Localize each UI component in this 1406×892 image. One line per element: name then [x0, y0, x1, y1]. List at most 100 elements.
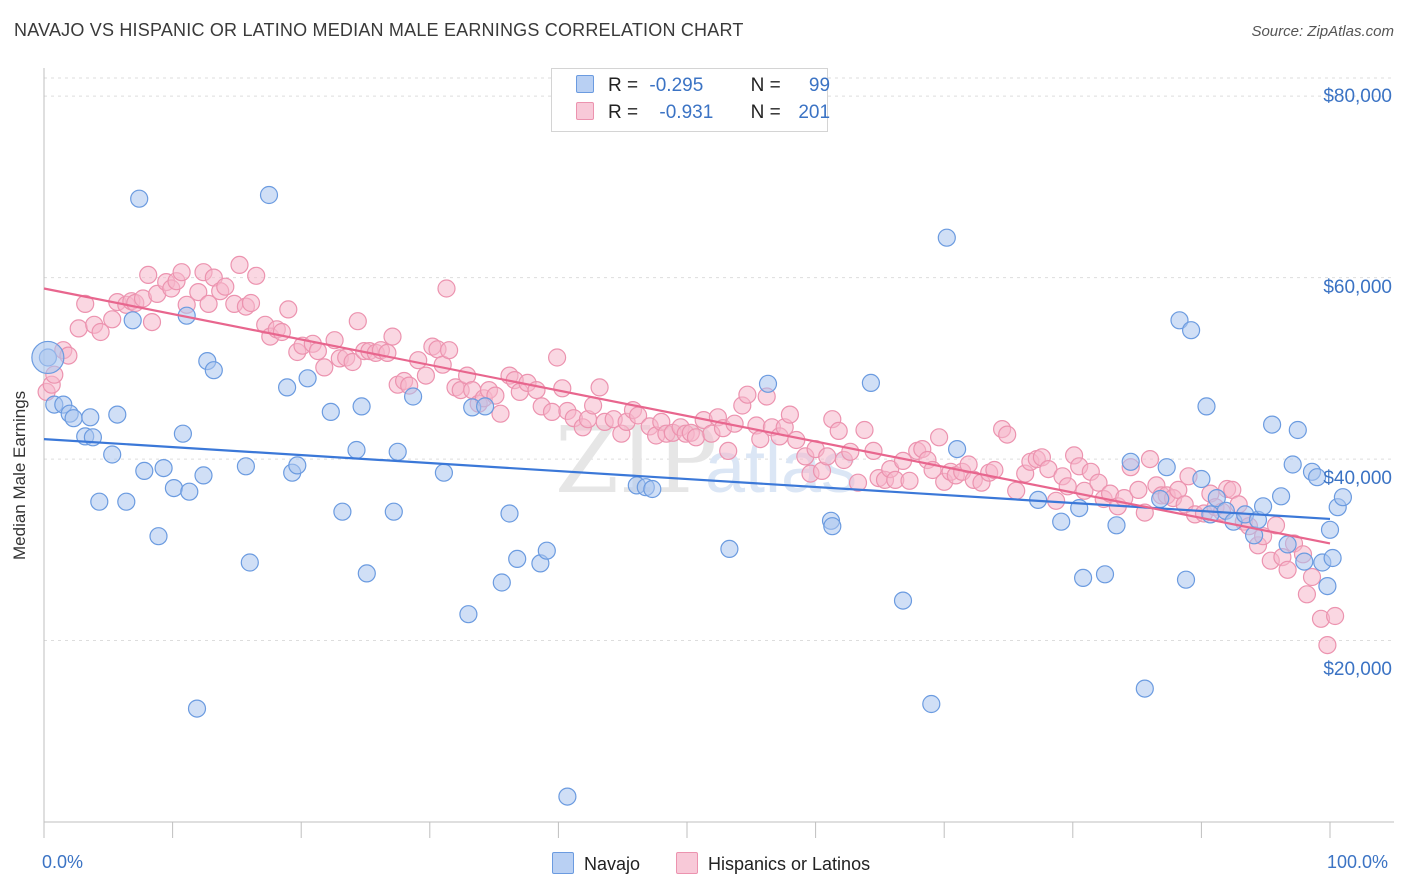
hispanic-point	[440, 341, 459, 360]
legend-item-hispanic: Hispanics or Latinos	[676, 852, 870, 875]
hispanic-point	[247, 266, 266, 285]
hispanic-point	[1318, 635, 1337, 655]
navajo-point	[240, 553, 259, 572]
legend-row-hispanic: R = -0.931 N = 201	[576, 102, 830, 128]
navajo-point	[149, 527, 168, 546]
navajo-point	[1135, 679, 1154, 698]
navajo-point	[1073, 568, 1093, 588]
navajo-point	[194, 466, 213, 485]
navajo-point	[758, 374, 778, 393]
navajo-point	[476, 397, 495, 416]
source-credit: Source: ZipAtlas.com	[1251, 23, 1394, 40]
x-tick-label: 100.0%	[1327, 852, 1389, 872]
hispanic-point	[1325, 606, 1345, 626]
hispanic-point	[142, 313, 162, 332]
navajo-point	[1181, 321, 1201, 340]
navajo-point	[459, 605, 478, 624]
navajo-point	[204, 361, 223, 380]
navajo-point	[103, 445, 122, 464]
navajo-point	[937, 228, 956, 247]
navajo-point	[180, 482, 199, 501]
hispanic-point	[91, 322, 110, 342]
navajo-point	[404, 387, 423, 406]
navajo-point	[861, 373, 881, 392]
navajo-point	[388, 442, 407, 461]
navajo-point	[117, 492, 136, 511]
hispanic-point	[230, 255, 249, 274]
chart-title: NAVAJO VS HISPANIC OR LATINO MEDIAN MALE…	[14, 20, 744, 40]
navajo-point	[1278, 535, 1297, 554]
hispanic-point	[1302, 567, 1322, 587]
r-value: -0.295	[649, 75, 704, 96]
navajo-point	[1176, 570, 1196, 589]
hispanic-swatch	[576, 102, 594, 120]
n-label: N =	[750, 75, 781, 96]
navajo-point	[1253, 497, 1273, 516]
trend-lines	[43, 287, 1331, 545]
hispanic-point	[780, 405, 800, 424]
hispanic-point	[1129, 480, 1148, 499]
hispanic-point	[348, 312, 367, 331]
navajo-point	[1320, 520, 1340, 539]
hispanic-point	[1039, 460, 1058, 479]
n-label: N =	[750, 102, 781, 123]
navajo-point	[508, 549, 527, 569]
hispanic-points	[37, 255, 1345, 655]
hispanic-point	[590, 378, 609, 397]
navajo-point	[1192, 469, 1211, 489]
hispanic-point	[547, 348, 567, 367]
hispanic-point	[1089, 473, 1108, 492]
hispanic-point	[279, 300, 298, 319]
navajo-point	[1107, 516, 1126, 535]
hispanic-point	[848, 473, 868, 492]
navajo-point	[123, 311, 142, 330]
hispanic-point	[69, 319, 88, 338]
hispanic-point	[216, 277, 235, 296]
y-tick-label: $20,000	[1323, 659, 1392, 680]
navajo-point	[81, 408, 100, 427]
hispanic-point	[308, 342, 327, 361]
navajo-swatch	[576, 75, 594, 93]
navajo-point	[333, 502, 352, 521]
navajo-point	[278, 378, 297, 397]
navajo-point	[1151, 489, 1170, 509]
navajo-point	[643, 479, 662, 499]
hispanic-point	[416, 366, 435, 385]
hispanic-point	[491, 404, 510, 423]
hispanic-point	[787, 430, 806, 450]
navajo-point	[1121, 452, 1140, 471]
n-value: 201	[798, 102, 831, 123]
y-tick-label: $60,000	[1323, 277, 1392, 298]
navajo-point	[1262, 415, 1282, 434]
axes	[43, 68, 1394, 838]
hispanic-point	[686, 428, 706, 447]
r-value: -0.931	[659, 102, 714, 123]
navajo-point	[1197, 397, 1216, 416]
navajo-point	[1323, 548, 1342, 568]
hispanic-swatch	[676, 852, 698, 874]
hispanic-point	[315, 358, 334, 377]
navajo-point	[135, 461, 154, 480]
legend-label: Hispanics or Latinos	[708, 854, 871, 874]
hispanic-point	[172, 263, 191, 282]
legend-label: Navajo	[584, 854, 641, 874]
hispanic-point	[1140, 450, 1160, 469]
legend-item-navajo: Navajo	[552, 852, 640, 875]
hispanic-point	[1278, 560, 1297, 579]
y-tick-label: $40,000	[1323, 468, 1392, 489]
hispanic-point	[1297, 585, 1317, 604]
hispanic-point	[343, 352, 362, 372]
hispanic-point	[929, 428, 949, 447]
navajo-point	[500, 504, 519, 523]
hispanic-point	[1007, 481, 1026, 500]
navajo-point	[130, 189, 149, 208]
r-label: R =	[608, 75, 639, 96]
navajo-point	[1207, 489, 1226, 508]
y-axis-label: Median Male Earnings	[10, 390, 29, 560]
navajo-point	[298, 369, 317, 388]
navajo-point	[922, 694, 941, 714]
navajo-point	[1271, 487, 1291, 506]
hispanic-point	[985, 460, 1004, 480]
navajo-point	[384, 502, 403, 521]
